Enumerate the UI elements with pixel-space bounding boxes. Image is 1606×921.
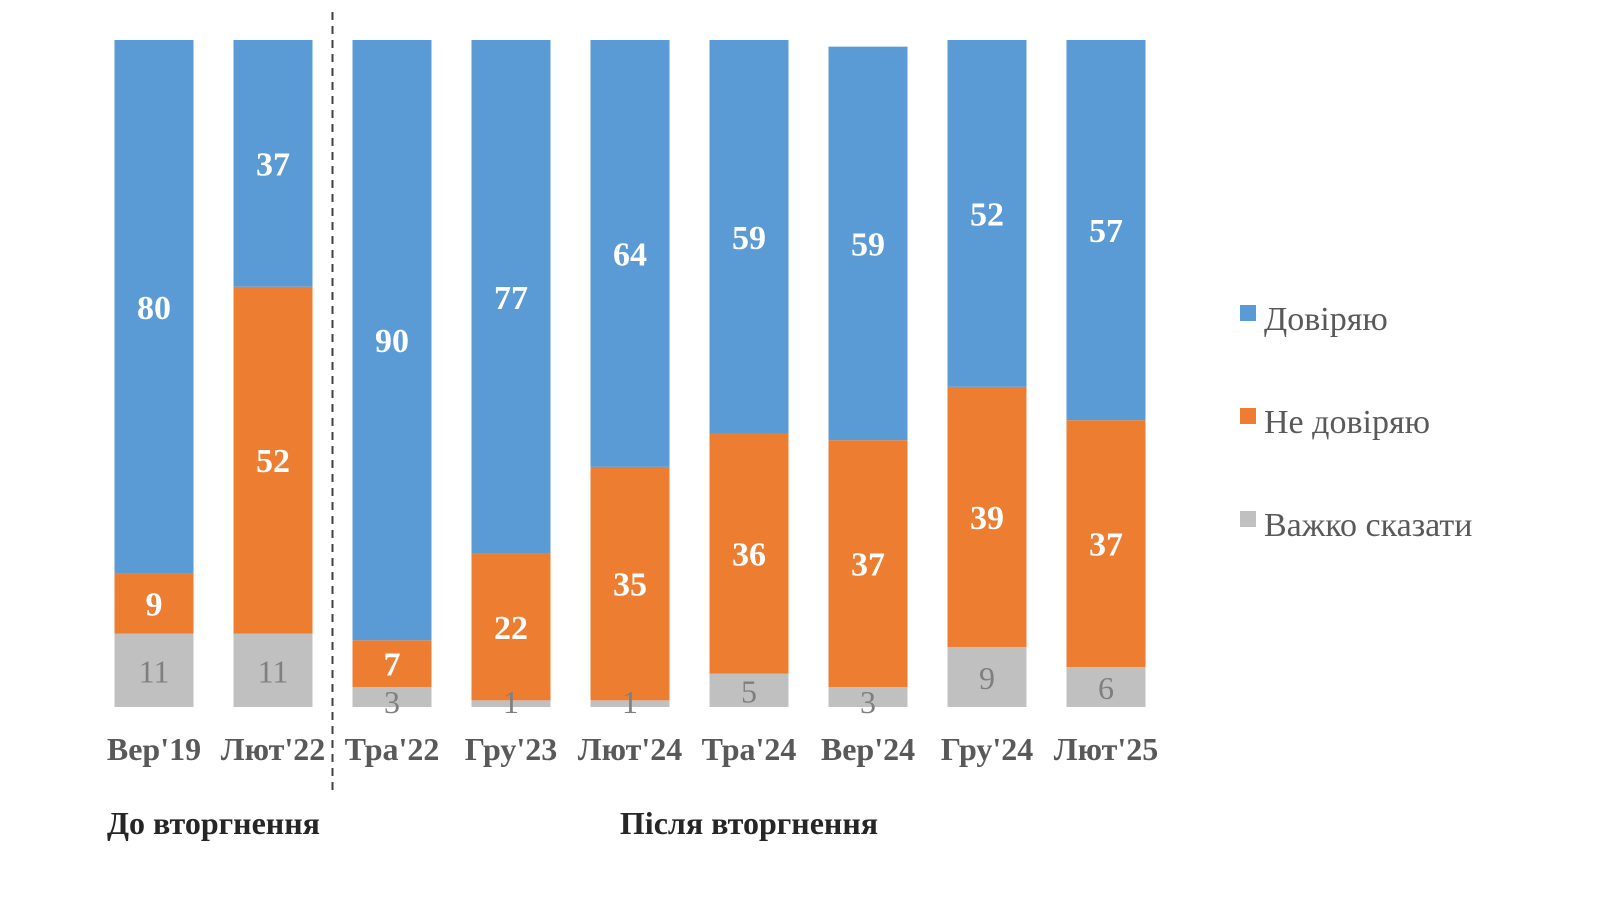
data-label-trust-8: 57: [1089, 213, 1123, 250]
data-label-unsure-7: 9: [979, 660, 995, 696]
category-label-0: Вер'19: [107, 731, 201, 767]
data-label-trust-1: 37: [256, 146, 290, 183]
bar-segment-trust-6: [828, 46, 908, 441]
bar-segment-distrust-5: [709, 433, 789, 674]
data-label-unsure-8: 6: [1098, 670, 1114, 706]
legend-swatch-2: [1240, 511, 1256, 527]
data-label-distrust-7: 39: [970, 500, 1004, 537]
legend-swatch-1: [1240, 408, 1256, 424]
data-label-distrust-4: 35: [613, 567, 647, 604]
bar-segment-trust-5: [709, 40, 789, 434]
bar-segment-distrust-1: [233, 286, 313, 634]
data-label-trust-2: 90: [375, 323, 409, 360]
data-label-unsure-5: 5: [741, 673, 757, 709]
data-label-distrust-2: 7: [384, 647, 401, 684]
legend: Довіряю Не довіряю Важко сказати: [1240, 301, 1472, 544]
bar-segment-distrust-6: [828, 440, 908, 687]
data-label-distrust-6: 37: [851, 547, 885, 584]
bar-segment-trust-1: [233, 40, 313, 287]
data-label-trust-4: 64: [613, 236, 647, 273]
bar-segment-distrust-2: [352, 640, 432, 687]
data-label-unsure-3: 1: [503, 684, 519, 720]
bar-segment-unsure-3: [471, 700, 551, 707]
bar-segment-unsure-1: [233, 633, 313, 707]
data-label-distrust-1: 52: [256, 443, 290, 480]
bar-segment-unsure-4: [590, 700, 670, 707]
category-label-2: Тра'22: [345, 731, 440, 767]
bar-segment-distrust-0: [114, 573, 194, 634]
bar-segment-trust-0: [114, 40, 194, 574]
bar-segment-unsure-8: [1066, 666, 1146, 707]
period-label-before: До вторгнення: [107, 805, 320, 841]
category-axis: Вер'19 Лют'22 Тра'22 Гру'23 Лют'24 Тра'24 Вер'…: [107, 731, 1158, 767]
data-label-trust-6: 59: [851, 226, 885, 263]
category-label-7: Гру'24: [941, 731, 1034, 767]
bar-segment-distrust-4: [590, 466, 670, 701]
bar-segment-trust-2: [352, 40, 432, 641]
data-label-trust-3: 77: [494, 280, 528, 317]
data-label-distrust-5: 36: [732, 537, 766, 574]
data-label-distrust-3: 22: [494, 610, 528, 647]
bar-segment-distrust-8: [1066, 420, 1146, 667]
data-label-trust-5: 59: [732, 220, 766, 257]
data-label-unsure-2: 3: [384, 684, 400, 720]
legend-swatch-0: [1240, 305, 1256, 321]
legend-label-0: Довіряю: [1264, 301, 1388, 338]
bar-segment-unsure-5: [709, 673, 789, 707]
data-label-unsure-4: 1: [622, 684, 638, 720]
category-label-6: Вер'24: [821, 731, 915, 767]
data-label-unsure-1: 11: [258, 653, 289, 689]
bar-segment-unsure-2: [352, 686, 432, 707]
bar-segment-trust-3: [471, 40, 551, 554]
bar-segment-unsure-7: [947, 646, 1027, 707]
category-label-4: Лют'24: [578, 731, 682, 767]
data-label-trust-7: 52: [970, 196, 1004, 233]
category-label-8: Лют'25: [1054, 731, 1158, 767]
data-label-unsure-6: 3: [860, 684, 876, 720]
data-label-distrust-8: 37: [1089, 527, 1123, 564]
bar-segment-unsure-0: [114, 633, 194, 707]
bar-segment-trust-4: [590, 40, 670, 467]
bar-segment-distrust-3: [471, 553, 551, 701]
bar-segment-unsure-6: [828, 686, 908, 707]
bar-segment-trust-7: [947, 40, 1027, 387]
data-labels-layer: 1198011523737901227713564536593375993952…: [137, 146, 1123, 720]
bars-layer: [114, 40, 1146, 707]
category-label-3: Гру'23: [465, 731, 558, 767]
legend-label-2: Важко сказати: [1264, 507, 1472, 544]
category-label-1: Лют'22: [221, 731, 325, 767]
legend-label-1: Не довіряю: [1264, 404, 1430, 441]
data-label-distrust-0: 9: [146, 587, 163, 624]
data-label-trust-0: 80: [137, 290, 171, 327]
category-label-5: Тра'24: [702, 731, 797, 767]
bar-segment-trust-8: [1066, 40, 1146, 421]
data-label-unsure-0: 11: [139, 653, 170, 689]
bar-segment-distrust-7: [947, 386, 1027, 647]
period-label-after: Після вторгнення: [620, 805, 878, 841]
